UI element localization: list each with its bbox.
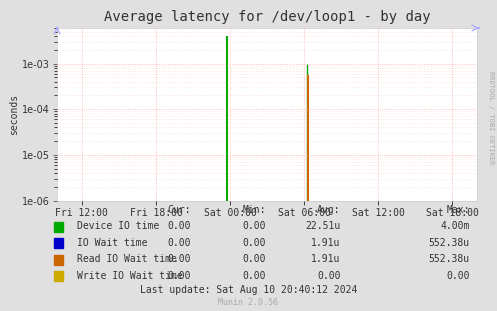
Text: 552.38u: 552.38u bbox=[428, 254, 470, 264]
Text: IO Wait time: IO Wait time bbox=[77, 238, 148, 248]
Text: RRDTOOL / TOBI OETIKER: RRDTOOL / TOBI OETIKER bbox=[488, 72, 494, 165]
Text: Cur:: Cur: bbox=[168, 205, 191, 215]
Text: 0.00: 0.00 bbox=[317, 271, 340, 281]
Text: 0.00: 0.00 bbox=[168, 221, 191, 231]
Text: 0.00: 0.00 bbox=[168, 271, 191, 281]
Text: 22.51u: 22.51u bbox=[305, 221, 340, 231]
Text: Munin 2.0.56: Munin 2.0.56 bbox=[219, 298, 278, 307]
Text: Max:: Max: bbox=[446, 205, 470, 215]
Text: Device IO time: Device IO time bbox=[77, 221, 159, 231]
Text: 0.00: 0.00 bbox=[168, 238, 191, 248]
Y-axis label: seconds: seconds bbox=[9, 94, 19, 135]
Text: Last update: Sat Aug 10 20:40:12 2024: Last update: Sat Aug 10 20:40:12 2024 bbox=[140, 285, 357, 295]
Text: 552.38u: 552.38u bbox=[428, 238, 470, 248]
Title: Average latency for /dev/loop1 - by day: Average latency for /dev/loop1 - by day bbox=[104, 10, 430, 24]
Text: Write IO Wait time: Write IO Wait time bbox=[77, 271, 183, 281]
Text: 1.91u: 1.91u bbox=[311, 238, 340, 248]
Text: 0.00: 0.00 bbox=[243, 221, 266, 231]
Text: 4.00m: 4.00m bbox=[440, 221, 470, 231]
Text: 0.00: 0.00 bbox=[243, 271, 266, 281]
Text: 0.00: 0.00 bbox=[243, 238, 266, 248]
Text: 1.91u: 1.91u bbox=[311, 254, 340, 264]
Text: 0.00: 0.00 bbox=[446, 271, 470, 281]
Text: Read IO Wait time: Read IO Wait time bbox=[77, 254, 177, 264]
Text: 0.00: 0.00 bbox=[243, 254, 266, 264]
Text: 0.00: 0.00 bbox=[168, 254, 191, 264]
Text: Avg:: Avg: bbox=[317, 205, 340, 215]
Text: Min:: Min: bbox=[243, 205, 266, 215]
